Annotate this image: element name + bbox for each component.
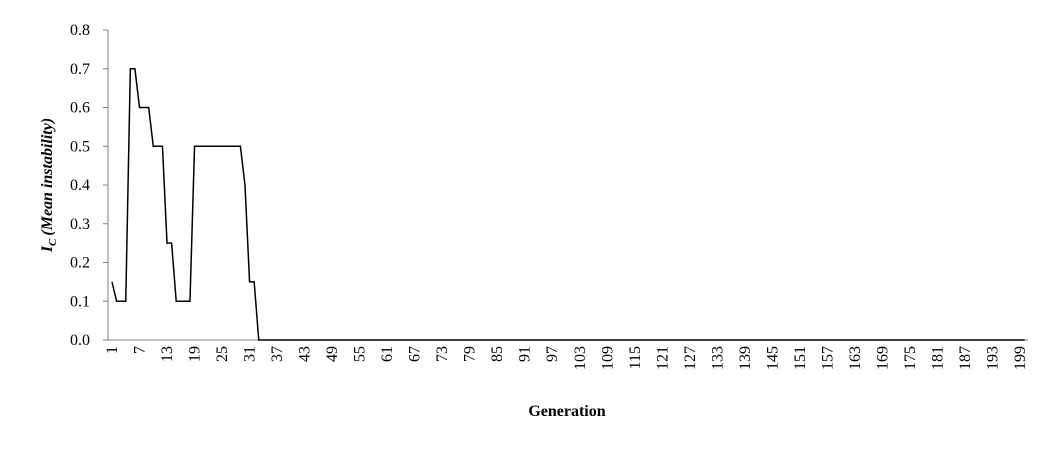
x-tick-label: 109 — [599, 346, 616, 370]
x-tick-label: 187 — [957, 346, 974, 370]
x-tick-label: 199 — [1012, 346, 1029, 370]
y-tick-label: 0.8 — [70, 22, 90, 39]
x-tick-label: 91 — [517, 346, 534, 362]
x-tick-label: 181 — [929, 346, 946, 370]
x-tick-label: 37 — [269, 346, 286, 362]
y-tick-label: 0.7 — [70, 61, 90, 78]
y-tick-label: 0.6 — [70, 100, 90, 117]
x-tick-label: 19 — [187, 346, 204, 362]
x-tick-label: 31 — [242, 346, 259, 362]
x-tick-label: 115 — [627, 346, 644, 369]
y-tick-label: 0.5 — [70, 138, 90, 155]
x-tick-label: 151 — [792, 346, 809, 370]
x-tick-label: 79 — [462, 346, 479, 362]
x-tick-label: 55 — [352, 346, 369, 362]
x-tick-label: 163 — [847, 346, 864, 370]
x-tick-label: 157 — [819, 346, 836, 370]
x-tick-label: 139 — [737, 346, 754, 370]
x-tick-label: 133 — [709, 346, 726, 370]
data-line — [111, 68, 1025, 341]
x-tick-label: 67 — [407, 346, 424, 362]
x-tick-label: 145 — [764, 346, 781, 370]
x-tick-label: 193 — [985, 346, 1002, 370]
y-label-text: (Mean instability) — [39, 118, 56, 236]
y-tick-label: 0.3 — [70, 216, 90, 233]
x-tick-label: 97 — [544, 346, 561, 362]
x-tick-label: 121 — [654, 346, 671, 370]
x-tick-label: 103 — [572, 346, 589, 370]
x-tick-label: 127 — [682, 346, 699, 370]
x-tick-label: 13 — [159, 346, 176, 362]
y-tick-label: 0.2 — [70, 255, 90, 272]
y-tick-label: 0.0 — [70, 332, 90, 349]
x-tick-label: 85 — [489, 346, 506, 362]
x-tick-label: 169 — [874, 346, 891, 370]
x-tick-label: 1 — [104, 346, 121, 354]
x-tick-label: 49 — [324, 346, 341, 362]
x-tick-label: 25 — [214, 346, 231, 362]
y-tick-label: 0.1 — [70, 293, 90, 310]
y-label-subscript: C — [47, 238, 59, 246]
x-tick-label: 61 — [379, 346, 396, 362]
x-tick-label: 7 — [132, 346, 149, 354]
x-tick-label: 73 — [434, 346, 451, 362]
x-tick-label: 43 — [297, 346, 314, 362]
y-label-symbol: I — [39, 245, 56, 253]
x-tick-label: 175 — [902, 346, 919, 370]
x-axis-label: Generation — [528, 403, 605, 420]
y-tick-label: 0.4 — [70, 177, 90, 194]
y-axis-label: IC (Mean instability) — [39, 118, 59, 253]
